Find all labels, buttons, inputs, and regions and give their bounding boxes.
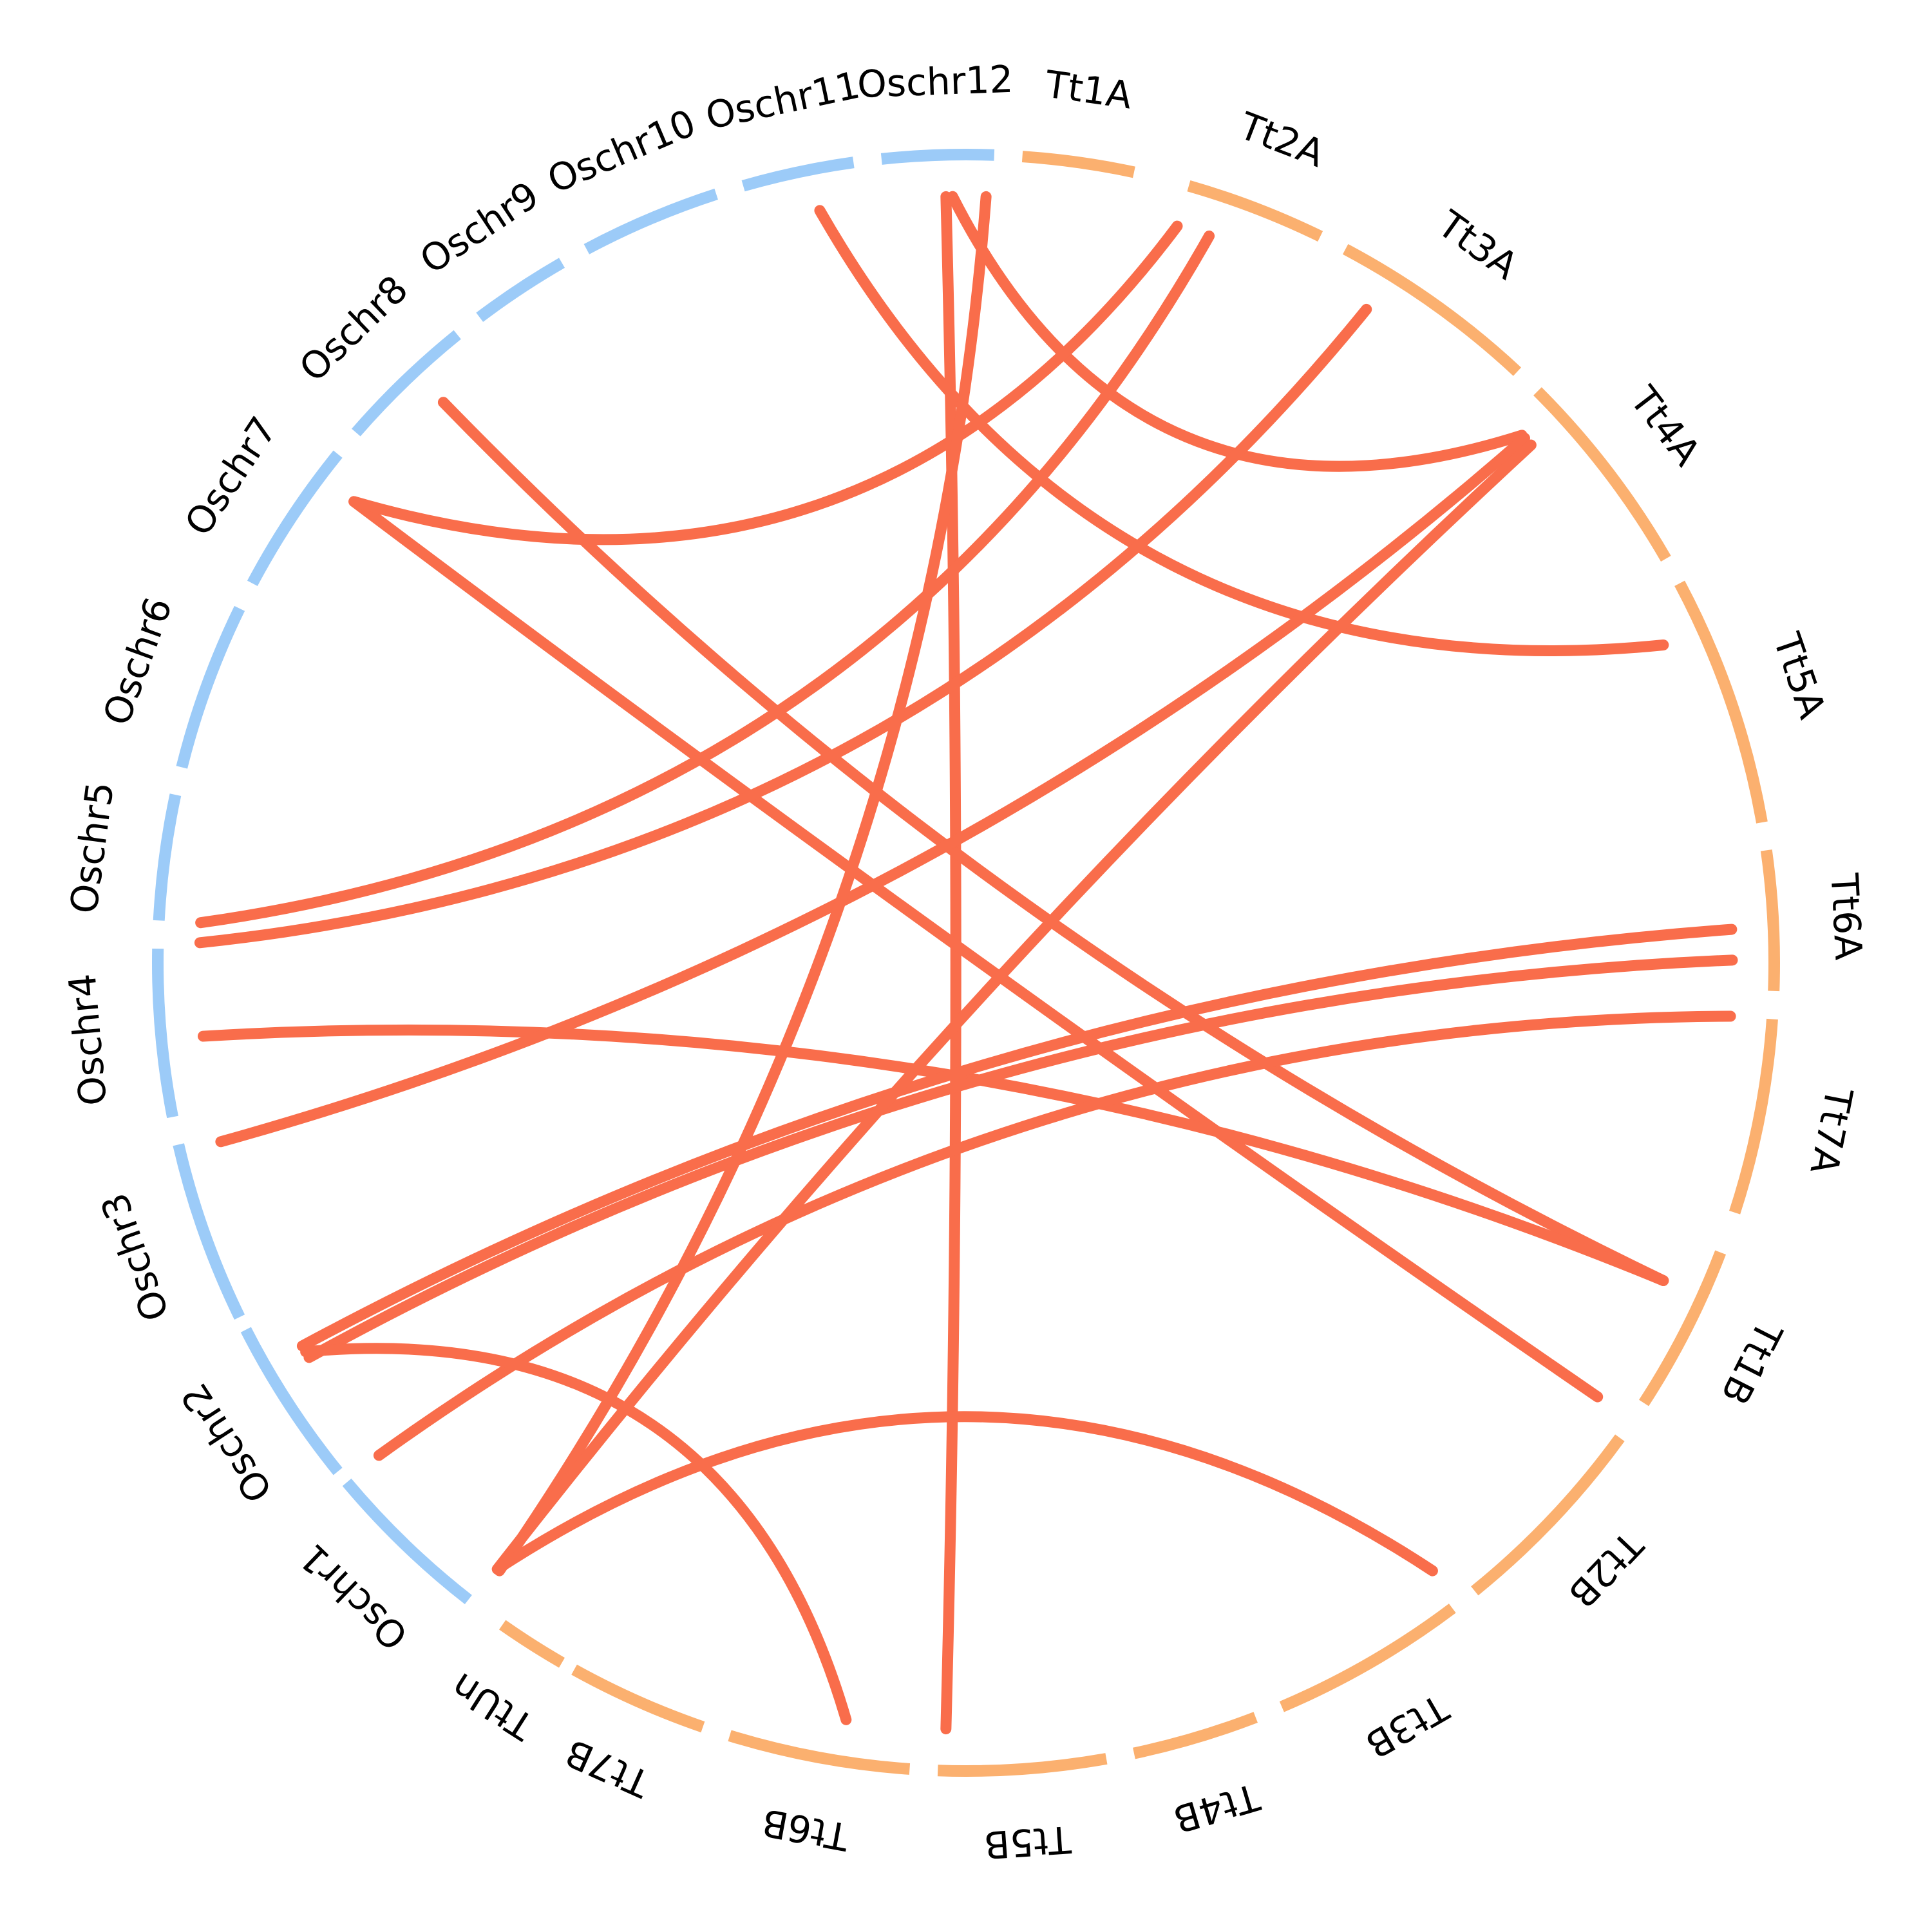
link-oschr8-tt1b bbox=[437, 397, 1669, 1286]
ideogram-oschr3 bbox=[173, 1143, 245, 1320]
label-tt3a: Tt3A bbox=[1430, 202, 1526, 288]
ideogram-tt5b bbox=[937, 1753, 1108, 1777]
link-oschr12-tt5b bbox=[940, 191, 961, 1735]
ideogram-oschr2 bbox=[240, 1327, 343, 1475]
ideogram-oschr7 bbox=[247, 450, 343, 587]
label-tt4b: Tt4B bbox=[1168, 1774, 1265, 1841]
label-tt4a: Tt4A bbox=[1621, 378, 1709, 474]
label-oschr3: Oschr3 bbox=[92, 1188, 178, 1327]
link-oschr7-tt2a bbox=[348, 220, 1183, 545]
link-oschr12-tt4a bbox=[947, 191, 1528, 472]
ideogram-tt3b bbox=[1279, 1604, 1456, 1712]
label-tt2a: Tt2A bbox=[1233, 104, 1331, 176]
ideogram-tt6a bbox=[1760, 849, 1780, 992]
link-oschr7-tt2b bbox=[348, 496, 1604, 1403]
link-oschr4-tt3a bbox=[194, 303, 1372, 949]
ideogram-tt6b bbox=[728, 1730, 911, 1775]
link-oschr2-tt6a bbox=[303, 954, 1738, 1363]
link-oschr3-tt4a bbox=[215, 432, 1530, 1148]
chromosome-ring bbox=[152, 149, 1780, 1777]
ideogram-tt3a bbox=[1342, 243, 1522, 376]
label-oschr12: Oschr12 bbox=[857, 57, 1014, 106]
ideogram-oschr1 bbox=[342, 1478, 472, 1605]
label-tt7b: Tt7B bbox=[559, 1730, 657, 1806]
link-oschr1-tt3b bbox=[491, 1411, 1438, 1577]
label-oschr1: Oschr1 bbox=[291, 1535, 417, 1659]
label-tt3b: Tt3B bbox=[1358, 1685, 1456, 1767]
label-oschr9: Oschr9 bbox=[412, 173, 547, 283]
ideogram-tt1b bbox=[1638, 1250, 1727, 1406]
ideogram-oschr11 bbox=[741, 156, 855, 192]
label-oschr8: Oschr8 bbox=[291, 267, 417, 391]
label-tt2b: Tt2B bbox=[1560, 1522, 1652, 1616]
label-tt5b: Tt5B bbox=[983, 1817, 1073, 1867]
link-oschr1-tt3a bbox=[491, 439, 1537, 1575]
label-oschr10: Oschr10 bbox=[541, 100, 701, 202]
ideogram-tt4b bbox=[1133, 1712, 1258, 1759]
label-oschr2: Oschr2 bbox=[173, 1376, 281, 1510]
ideogram-tt2b bbox=[1471, 1434, 1625, 1596]
label-oschr7: Oschr7 bbox=[176, 409, 286, 544]
ideogram-tt4a bbox=[1533, 387, 1671, 562]
label-oschr6: Oschr6 bbox=[95, 592, 181, 731]
label-tt5a: Tt5A bbox=[1765, 627, 1835, 724]
ideogram-ttun bbox=[499, 1620, 565, 1668]
link-oschr2-tt6b bbox=[300, 1343, 852, 1725]
link-oschr4-tt2a bbox=[195, 230, 1215, 929]
ideogram-oschr6 bbox=[176, 605, 245, 769]
ideogram-oschr9 bbox=[476, 258, 565, 322]
label-tt1b: Tt1B bbox=[1712, 1314, 1791, 1412]
link-oschr11-tt5a bbox=[814, 205, 1669, 656]
label-oschr5: Oschr5 bbox=[62, 779, 122, 916]
link-oschr1-tt1a bbox=[494, 191, 992, 1577]
ideogram-tt1a bbox=[1021, 151, 1135, 178]
ideogram-tt7a bbox=[1729, 1018, 1778, 1215]
label-tt1a: Tt1A bbox=[1042, 62, 1135, 117]
ideogram-tt7b bbox=[571, 1664, 705, 1733]
link-oschr2-tt6a bbox=[296, 923, 1738, 1352]
link-oschr2-tt6a bbox=[373, 1010, 1736, 1461]
ideogram-oschr5 bbox=[153, 793, 182, 921]
label-tt7a: Tt7A bbox=[1801, 1084, 1861, 1179]
ideogram-tt5a bbox=[1674, 580, 1768, 824]
label-oschr11: Oschr11 bbox=[702, 63, 864, 138]
synteny-links bbox=[194, 191, 1738, 1735]
label-tt6a: Tt6A bbox=[1822, 871, 1870, 961]
label-tt6b: Tt6B bbox=[759, 1800, 853, 1859]
ideogram-oschr8 bbox=[352, 330, 461, 437]
label-oschr4: Oschr4 bbox=[61, 972, 116, 1107]
ideogram-oschr4 bbox=[152, 948, 178, 1119]
ideogram-tt2a bbox=[1187, 180, 1323, 242]
ideogram-oschr10 bbox=[583, 188, 718, 254]
label-ttun: TtUn bbox=[443, 1664, 542, 1749]
ideogram-oschr12 bbox=[880, 149, 995, 165]
